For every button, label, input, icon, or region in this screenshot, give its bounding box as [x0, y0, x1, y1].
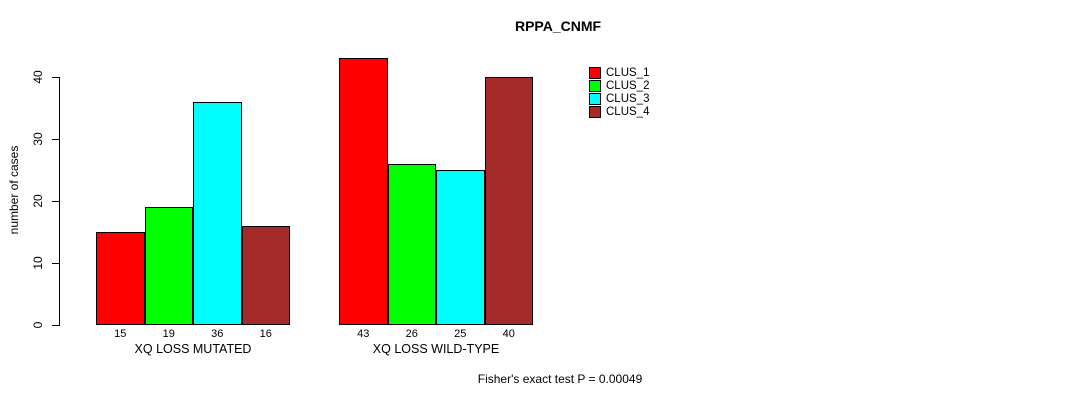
y-tick-label: 30 — [31, 132, 45, 146]
legend-label: CLUS_4 — [606, 106, 650, 119]
legend-item-clus_3: CLUS_3 — [589, 92, 649, 105]
group-label: XQ LOSS MUTATED — [134, 342, 252, 356]
bar-clus_4-group2 — [484, 77, 533, 325]
legend-swatch — [589, 79, 601, 92]
legend-label: CLUS_2 — [606, 79, 650, 92]
bar-value-label: 40 — [502, 328, 515, 340]
fisher-test-annotation: Fisher's exact test P = 0.00049 — [477, 372, 643, 386]
legend-item-clus_4: CLUS_4 — [589, 106, 649, 119]
bar-clus_3-group1 — [193, 101, 242, 325]
group-label: XQ LOSS WILD-TYPE — [372, 342, 500, 356]
bar-clus_4-group1 — [241, 225, 290, 325]
legend-item-clus_2: CLUS_2 — [589, 79, 649, 92]
legend-label: CLUS_3 — [606, 92, 650, 105]
legend-label: CLUS_1 — [606, 66, 650, 79]
y-tick-label: 20 — [31, 194, 45, 208]
bar-value-label: 25 — [454, 328, 467, 340]
y-tick — [52, 200, 59, 202]
y-tick — [52, 262, 59, 264]
bar-value-label: 19 — [162, 328, 175, 340]
bar-value-label: 43 — [357, 328, 370, 340]
y-tick-label: 40 — [31, 70, 45, 84]
legend: CLUS_1 CLUS_2 CLUS_3 CLUS_4 — [589, 66, 649, 119]
bar-clus_1-group1 — [96, 232, 145, 325]
bar-clus_2-group2 — [387, 163, 436, 325]
y-tick-label: 10 — [31, 256, 45, 270]
bar-value-label: 16 — [259, 328, 272, 340]
bar-clus_1-group2 — [339, 58, 388, 325]
y-tick-label: 0 — [31, 321, 45, 329]
y-tick — [52, 324, 59, 326]
legend-swatch — [589, 92, 601, 105]
y-tick — [52, 76, 59, 78]
legend-swatch — [589, 106, 601, 119]
legend-swatch — [589, 66, 601, 79]
legend-item-clus_1: CLUS_1 — [589, 66, 649, 79]
bar-value-label: 15 — [114, 328, 127, 340]
bar-value-label: 26 — [405, 328, 418, 340]
y-tick — [52, 138, 59, 140]
bar-value-label: 36 — [211, 328, 224, 340]
bar-clus_3-group2 — [436, 170, 485, 325]
bar-clus_2-group1 — [144, 207, 193, 325]
y-axis-title: number of cases — [7, 145, 21, 235]
y-axis-line — [59, 77, 60, 326]
chart-title: RPPA_CNMF — [514, 18, 602, 34]
